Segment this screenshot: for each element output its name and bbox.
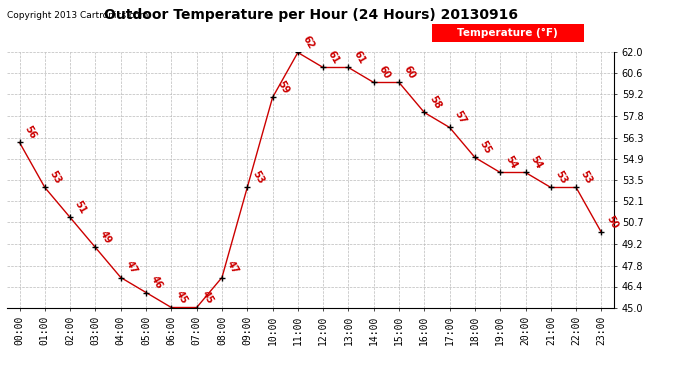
Title: Outdoor Temperature per Hour (24 Hours) 20130916: Outdoor Temperature per Hour (24 Hours) … bbox=[104, 8, 518, 22]
Text: 49: 49 bbox=[98, 230, 114, 246]
Text: 47: 47 bbox=[225, 260, 240, 276]
Text: 50: 50 bbox=[604, 214, 620, 231]
Text: 53: 53 bbox=[553, 170, 569, 186]
Text: 57: 57 bbox=[453, 110, 468, 126]
Text: 45: 45 bbox=[174, 290, 190, 306]
Text: 61: 61 bbox=[326, 50, 342, 66]
Text: 60: 60 bbox=[402, 64, 417, 81]
Text: 53: 53 bbox=[579, 170, 594, 186]
Text: 55: 55 bbox=[477, 140, 493, 156]
Text: 59: 59 bbox=[275, 80, 290, 96]
Text: 61: 61 bbox=[351, 50, 366, 66]
Text: 45: 45 bbox=[199, 290, 215, 306]
Text: 46: 46 bbox=[149, 274, 164, 291]
Text: Copyright 2013 Cartronics.com: Copyright 2013 Cartronics.com bbox=[7, 11, 148, 20]
Text: 60: 60 bbox=[377, 64, 392, 81]
Text: 53: 53 bbox=[250, 170, 266, 186]
Text: 54: 54 bbox=[529, 154, 544, 171]
Text: 56: 56 bbox=[22, 124, 38, 141]
Text: 51: 51 bbox=[73, 200, 88, 216]
Text: 58: 58 bbox=[427, 94, 442, 111]
Text: 53: 53 bbox=[48, 170, 63, 186]
Text: 62: 62 bbox=[301, 34, 316, 51]
Text: 54: 54 bbox=[503, 154, 518, 171]
Text: 47: 47 bbox=[124, 260, 139, 276]
